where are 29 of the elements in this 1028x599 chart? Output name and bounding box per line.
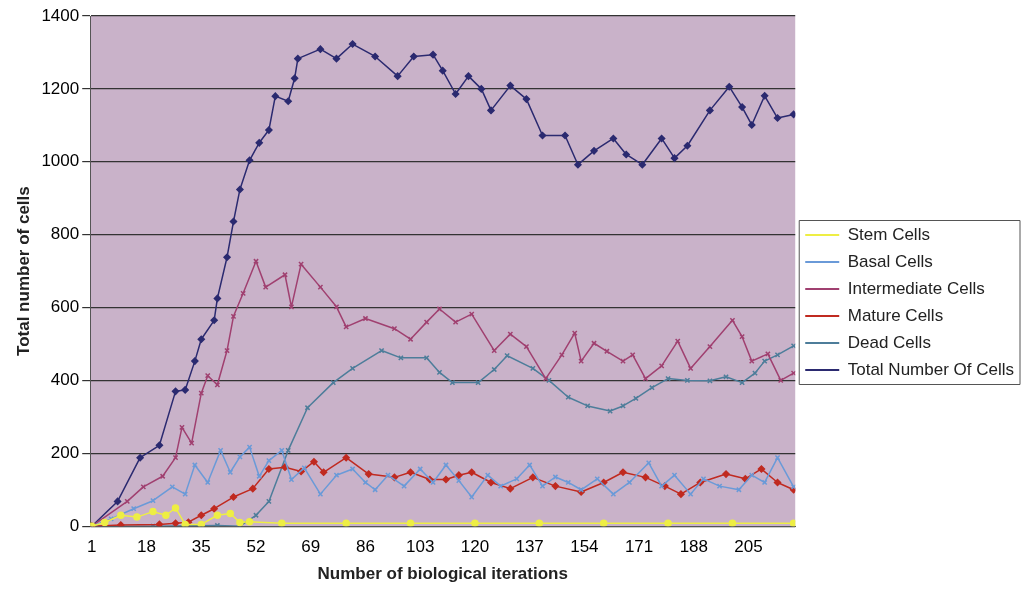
y-tick-label: 200	[50, 443, 80, 462]
x-tick-label: 52	[246, 537, 266, 557]
x-tick-label: 188	[679, 537, 709, 557]
x-tick-label: 69	[301, 537, 321, 557]
y-tick-label: 1200	[41, 78, 80, 98]
x-tick-label: 35	[191, 537, 211, 557]
legend-label: Total Number Of Cells	[847, 359, 1015, 379]
x-tick-label: 86	[356, 537, 375, 557]
x-tick-label: 154	[570, 537, 599, 557]
x-tick-label: 103	[406, 537, 435, 557]
x-axis-title: Number of biological iterations	[317, 564, 568, 584]
legend-label: Intermediate Cells	[847, 278, 985, 298]
y-tick-label: 1000	[41, 151, 80, 171]
x-tick-label: 120	[460, 537, 490, 557]
legend-label: Stem Cells	[847, 224, 930, 244]
y-tick-label: 400	[50, 370, 80, 390]
legend-label: Dead Cells	[847, 332, 931, 352]
legend-label: Basal Cells	[847, 251, 933, 271]
x-tick-label: 18	[137, 537, 157, 557]
y-tick-label: 600	[50, 297, 80, 317]
y-tick-label: 0	[69, 515, 80, 535]
x-tick-label: 137	[515, 537, 544, 557]
y-axis-title: Total number of cells	[13, 186, 33, 356]
x-tick-label: 205	[734, 537, 763, 557]
x-tick-label: 171	[624, 537, 654, 557]
legend-label: Mature Cells	[847, 305, 944, 325]
x-tick-label: 1	[87, 537, 97, 557]
y-tick-label: 800	[50, 224, 80, 244]
y-tick-label: 1400	[41, 5, 80, 25]
